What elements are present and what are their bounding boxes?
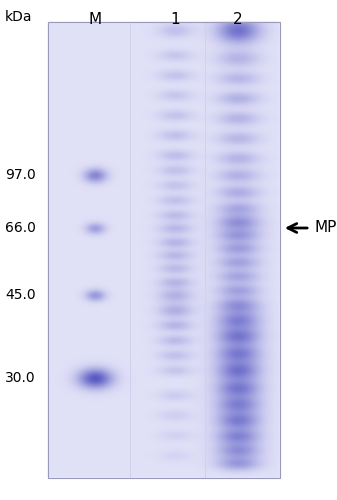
Text: MP60: MP60 — [315, 220, 337, 236]
Text: 30.0: 30.0 — [5, 371, 36, 385]
Text: M: M — [88, 12, 101, 27]
Text: 97.0: 97.0 — [5, 168, 36, 182]
Bar — [48, 22, 280, 478]
Text: kDa: kDa — [5, 10, 32, 24]
Text: 2: 2 — [233, 12, 243, 27]
Text: 1: 1 — [170, 12, 180, 27]
Text: 45.0: 45.0 — [5, 288, 36, 302]
Text: 66.0: 66.0 — [5, 221, 36, 235]
